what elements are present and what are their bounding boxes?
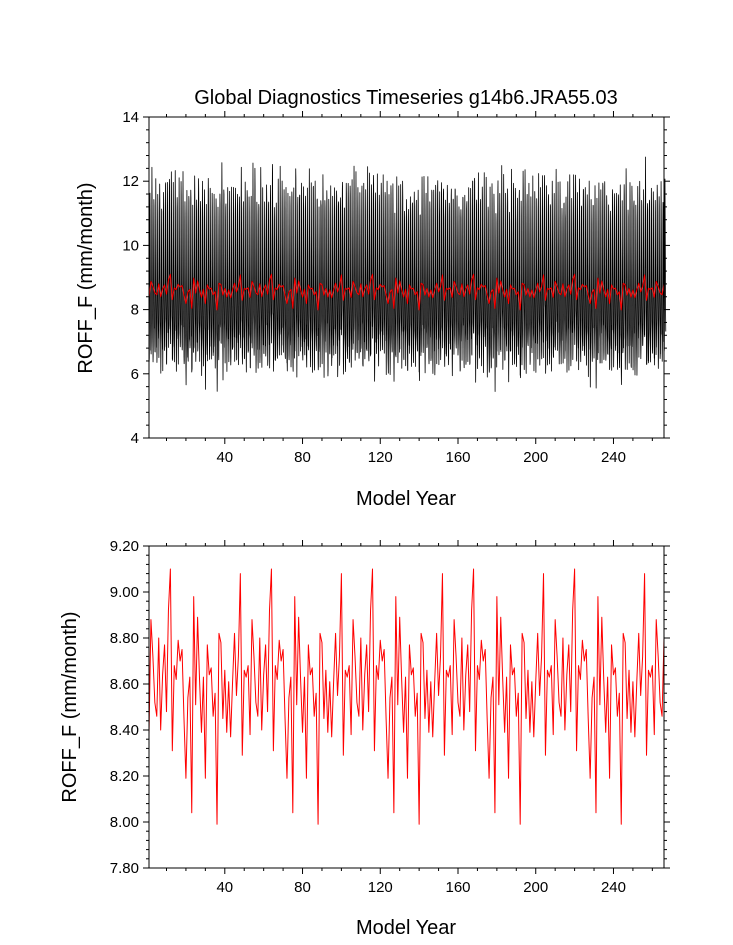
bottom-x-axis-label: Model Year (356, 917, 456, 939)
top-x-tick-label: 80 (294, 449, 311, 466)
top-y-tick-label: 10 (122, 237, 139, 254)
bottom-y-tick-label: 8.80 (110, 630, 139, 647)
top-y-tick-label: 8 (131, 302, 139, 319)
bottom-plot-frame (148, 545, 665, 869)
bottom-y-tick-label: 8.40 (110, 722, 139, 739)
top-x-axis-label: Model Year (356, 488, 456, 510)
bottom-x-tick-label: 120 (368, 879, 393, 896)
top-panel-ticks: 4 6 8 10 12 14 40 80 120 160 200 240 (122, 109, 670, 466)
top-series-monthly-line (148, 156, 667, 392)
bottom-y-tick-label: 9.20 (110, 538, 139, 555)
bottom-x-tick-label: 240 (601, 879, 626, 896)
bottom-x-tick-label: 200 (523, 879, 548, 896)
top-x-tick-label: 120 (368, 449, 393, 466)
bottom-y-tick-label: 8.60 (110, 676, 139, 693)
top-panel-series (148, 156, 667, 392)
bottom-series-annual-mean-line (148, 568, 665, 825)
top-x-tick-label: 240 (601, 449, 626, 466)
top-y-tick-label: 6 (131, 366, 139, 383)
top-y-tick-label: 14 (122, 109, 139, 126)
top-y-tick-label: 4 (131, 430, 139, 447)
top-y-tick-label: 12 (122, 173, 139, 190)
top-x-tick-label: 160 (445, 449, 470, 466)
bottom-y-tick-label: 7.80 (110, 860, 139, 877)
bottom-x-tick-label: 40 (216, 879, 233, 896)
bottom-y-tick-label: 8.20 (110, 768, 139, 785)
bottom-panel-series (148, 568, 665, 825)
top-x-tick-label: 40 (216, 449, 233, 466)
top-series-annual-mean-line (148, 273, 665, 311)
bottom-y-tick-label: 8.00 (110, 814, 139, 831)
chart-title: Global Diagnostics Timeseries g14b6.JRA5… (194, 87, 618, 109)
top-x-tick-label: 200 (523, 449, 548, 466)
top-plot-frame (148, 116, 665, 439)
bottom-x-tick-label: 160 (445, 879, 470, 896)
top-panel: Global Diagnostics Timeseries g14b6.JRA5… (75, 87, 670, 510)
bottom-y-tick-label: 9.00 (110, 584, 139, 601)
top-y-axis-label: ROFF_F (mm/month) (75, 182, 97, 373)
bottom-y-axis-label: ROFF_F (mm/month) (59, 611, 81, 802)
bottom-x-tick-label: 80 (294, 879, 311, 896)
bottom-panel: 7.80 8.00 8.20 8.40 8.60 8.80 9.00 9.20 40 80 120 1… (59, 538, 670, 939)
bottom-panel-ticks: 7.80 8.00 8.20 8.40 8.60 8.80 9.00 9.20 40 80 120 1… (110, 538, 670, 896)
